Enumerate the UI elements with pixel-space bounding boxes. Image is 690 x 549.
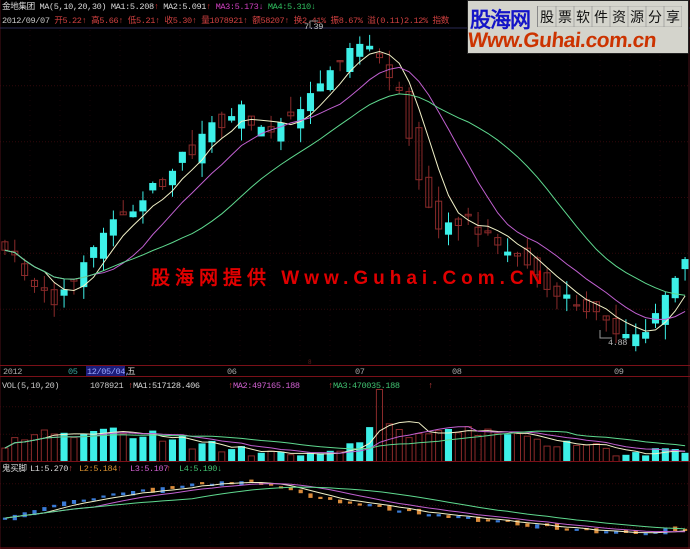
svg-text:资: 资 bbox=[612, 9, 626, 25]
svg-text:股: 股 bbox=[540, 9, 554, 25]
svg-text:享: 享 bbox=[666, 9, 680, 25]
svg-text:分: 分 bbox=[648, 9, 662, 25]
svg-text:件: 件 bbox=[594, 9, 608, 25]
svg-text:票: 票 bbox=[558, 9, 572, 25]
svg-text:软: 软 bbox=[576, 9, 590, 25]
svg-text:源: 源 bbox=[630, 9, 644, 25]
